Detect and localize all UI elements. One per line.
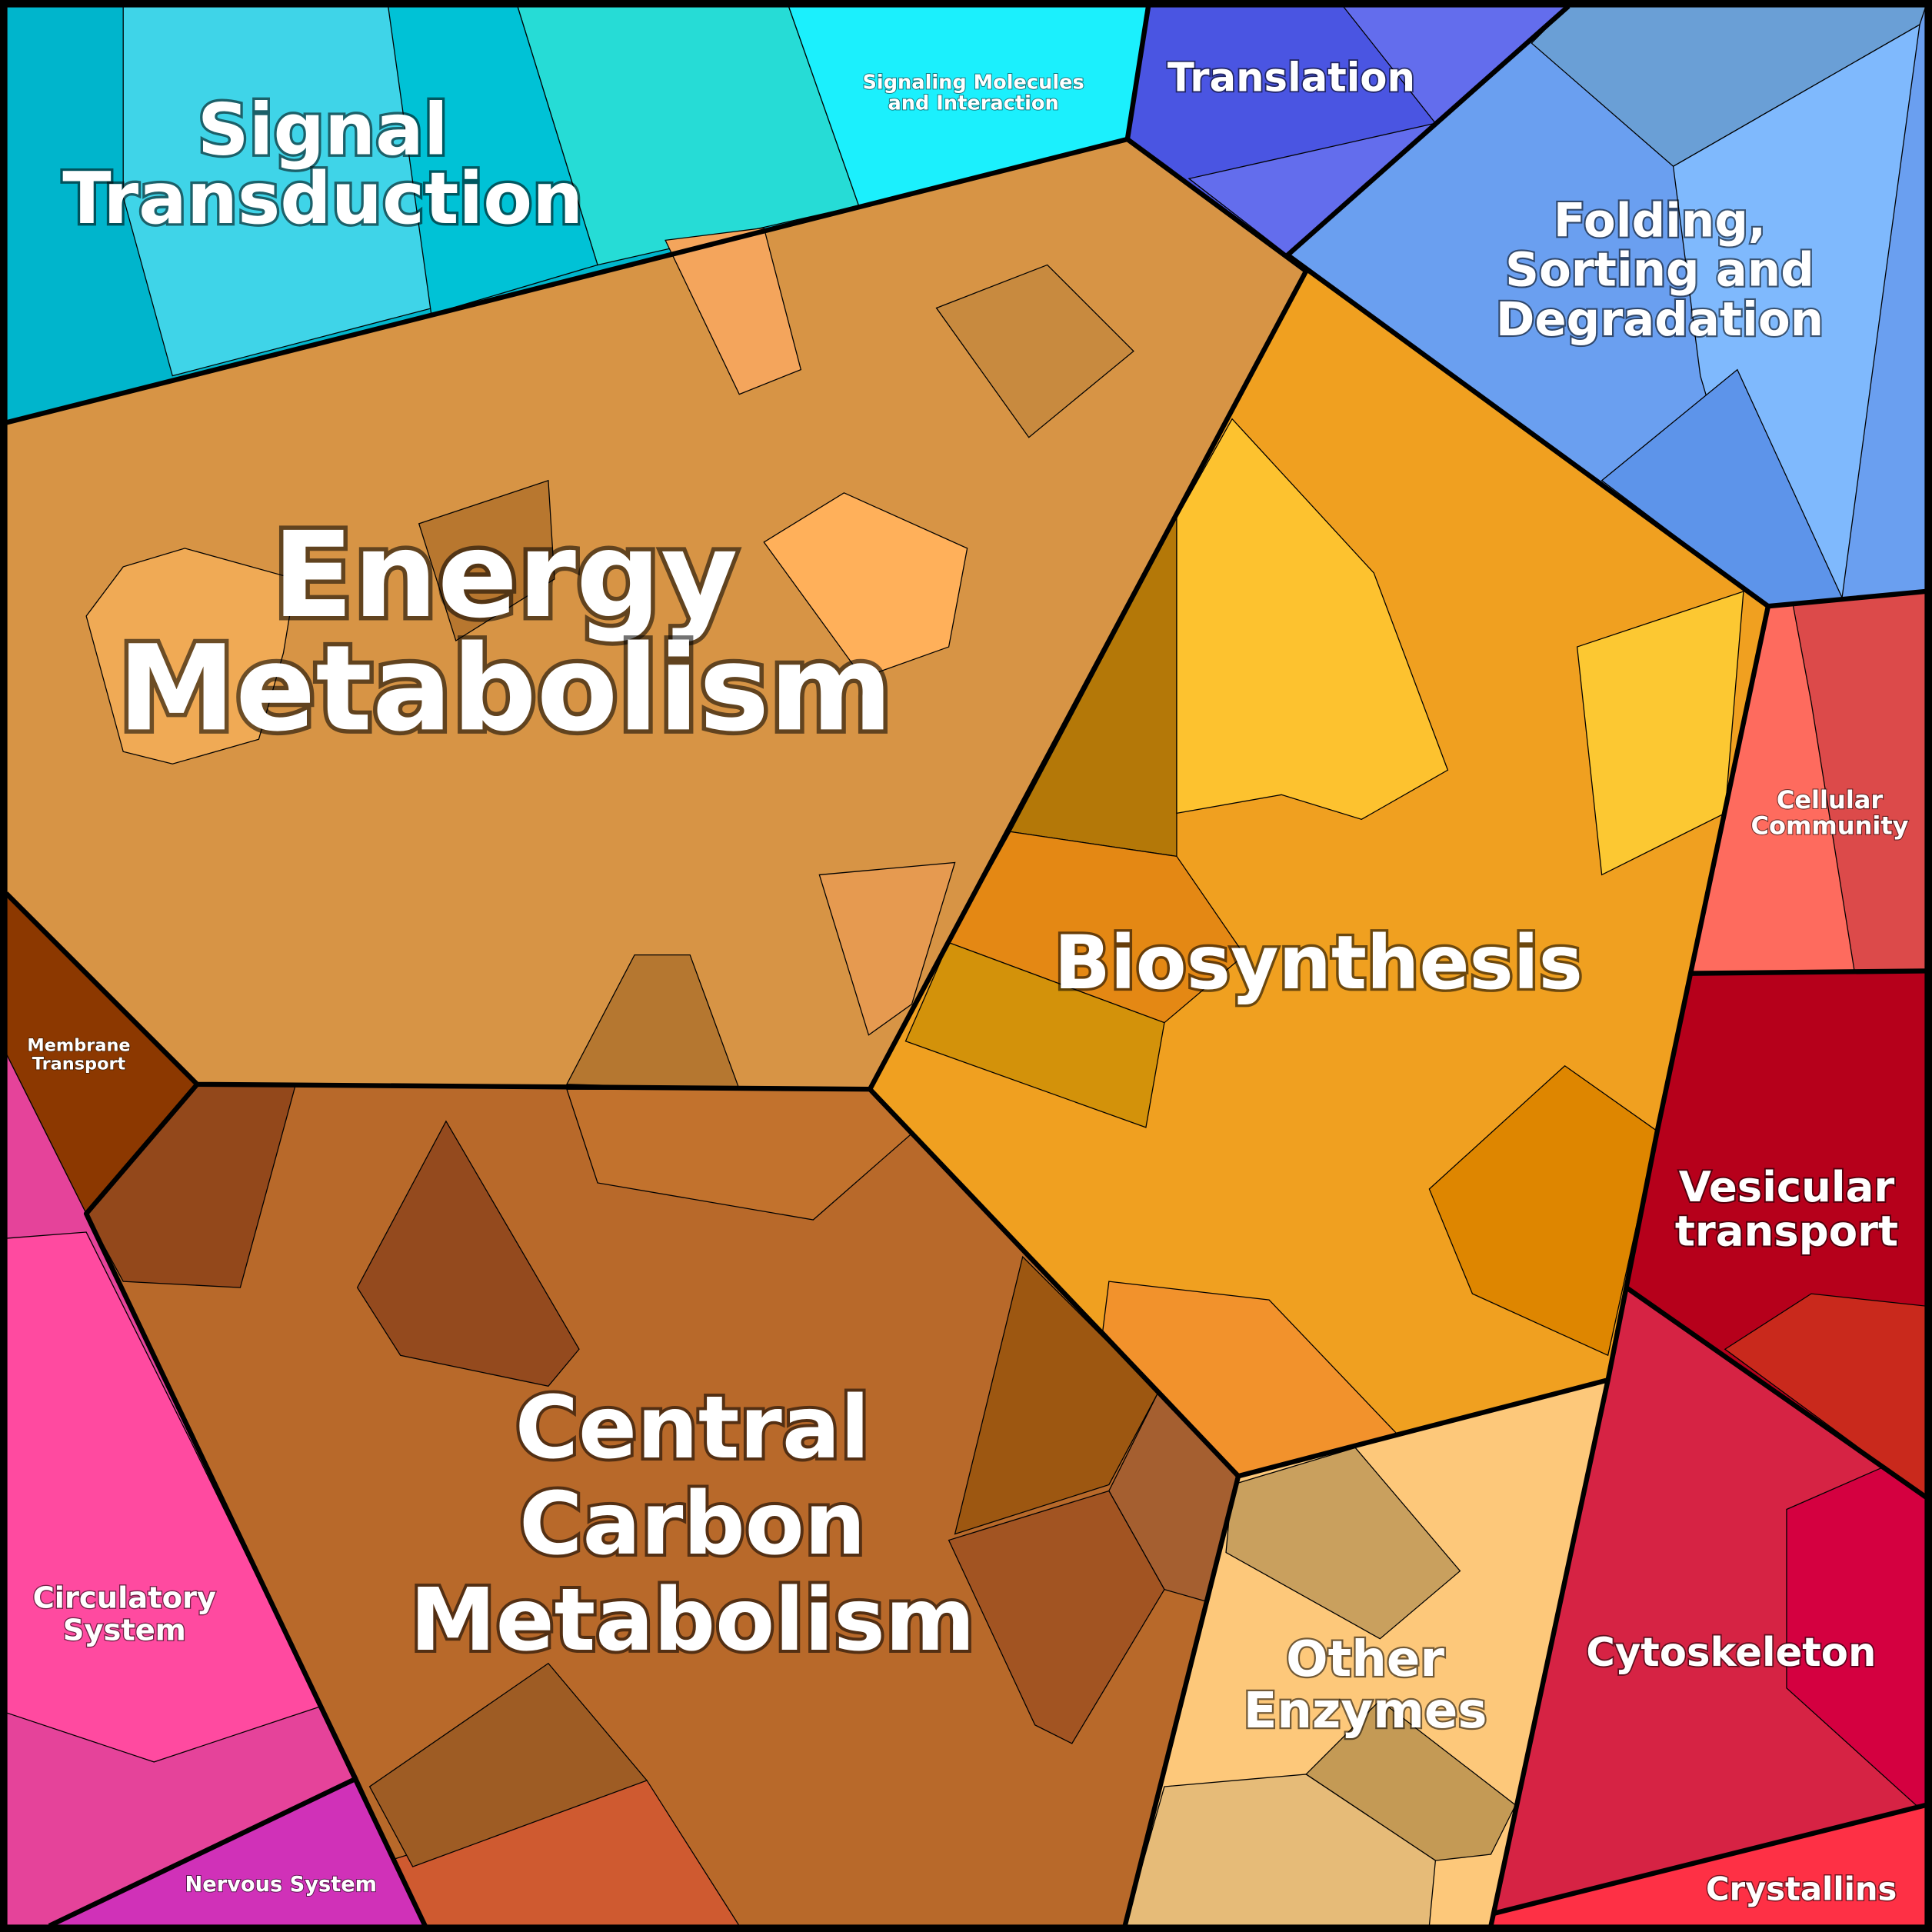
region-label: transport <box>1675 1207 1898 1256</box>
border <box>1124 5 1151 140</box>
region-label: Membrane <box>27 1036 130 1056</box>
border <box>83 1082 428 1927</box>
region-label: Carbon <box>519 1474 865 1574</box>
border <box>1286 4 1571 258</box>
border <box>48 1775 358 1928</box>
energy-subcell <box>418 479 555 642</box>
region-label: Signaling Molecules <box>862 71 1084 94</box>
central-subcell <box>368 1662 648 1867</box>
region-label: Folding, <box>1554 194 1766 248</box>
region-label: Signal <box>198 88 448 171</box>
border <box>1488 1379 1611 1927</box>
biosynthesis-subcell <box>1176 418 1449 821</box>
region-label: Central <box>515 1378 870 1478</box>
region-label: Metabolism <box>118 620 893 758</box>
energy-subcell <box>818 861 956 1036</box>
energy-subcell <box>665 227 802 395</box>
region-label: Sorting and <box>1505 243 1814 298</box>
energy-subcell <box>763 492 968 678</box>
border <box>4 136 1309 1092</box>
region-label: Energy <box>272 507 738 645</box>
region-label: Cellular <box>1777 785 1884 814</box>
region-label: Transport <box>32 1054 126 1074</box>
border <box>1624 1285 1927 1500</box>
central-subcell <box>356 1120 580 1387</box>
energy-subcell <box>935 264 1134 438</box>
region-label: Translation <box>1168 55 1415 102</box>
cells <box>5 5 1927 1927</box>
region-label: Community <box>1751 811 1909 841</box>
region-label: Crystallins <box>1706 1870 1897 1907</box>
border <box>1690 968 1927 976</box>
border <box>1492 1802 1927 1917</box>
region-label: Other <box>1286 1631 1444 1688</box>
other-enzymes-subcell <box>1225 1447 1461 1640</box>
central-subcell <box>948 1490 1165 1744</box>
region-label: Nervous System <box>185 1873 377 1897</box>
region-label: System <box>63 1613 186 1647</box>
border <box>1122 1475 1241 1927</box>
region-label: Cytoskeleton <box>1586 1630 1876 1676</box>
region-label: Degradation <box>1496 292 1824 347</box>
region-label: Transduction <box>62 157 583 240</box>
region-label: and Interaction <box>888 92 1059 115</box>
region-label: Enzymes <box>1244 1683 1487 1740</box>
region-label: Metabolism <box>410 1571 975 1671</box>
region-label: Vesicular <box>1679 1162 1895 1211</box>
biosynthesis-subcell <box>904 941 1165 1128</box>
energy-subcell <box>85 548 297 764</box>
region-label: Biosynthesis <box>1054 920 1582 1006</box>
region-label: Circulatory <box>33 1581 216 1616</box>
